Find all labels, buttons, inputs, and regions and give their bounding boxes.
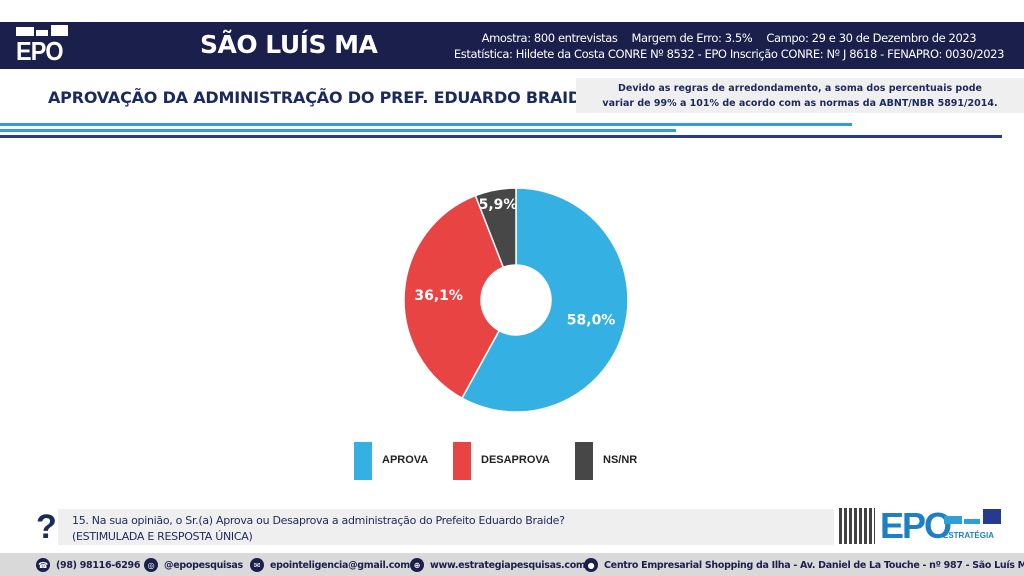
rounding-note: Devido as regras de arredondamento, a so… xyxy=(576,78,1024,113)
stripe-3 xyxy=(0,135,1002,138)
instagram-text: @epopesquisas xyxy=(164,559,243,571)
data-label: 36,1% xyxy=(414,288,463,304)
footer-website[interactable]: ⊕ www.estrategiapesquisas.com xyxy=(410,558,586,572)
logo-text: EPO xyxy=(16,36,64,66)
field-dates: Campo: 29 e 30 de Dezembro de 2023 xyxy=(766,31,977,45)
footer-email[interactable]: ✉ epointeligencia@gmail.com xyxy=(250,558,410,572)
footer: ☎ (98) 98116-6296 ◎ @epopesquisas ✉ epointe… xyxy=(0,553,1024,576)
slice-desaprova xyxy=(403,194,505,400)
note-line-2: variar de 99% a 101% de acordo com as no… xyxy=(602,98,998,109)
note-line-1: Devido as regras de arredondamento, a so… xyxy=(617,83,982,94)
email-text: epointeligencia@gmail.com xyxy=(270,559,410,571)
question-box: 15. Na sua opinião, o Sr.(a) Aprova ou D… xyxy=(58,509,834,545)
legend-label: NS/NR xyxy=(603,454,638,466)
brand-sub: ESTRATÉGIA xyxy=(943,531,994,540)
phone-icon: ☎ xyxy=(36,558,50,572)
header-bar: EPO SÃO LUÍS MA Amostra: 800 entrevistas… xyxy=(0,22,1024,69)
legend-swatch xyxy=(575,442,593,480)
question-text: 15. Na sua opinião, o Sr.(a) Aprova ou D… xyxy=(72,514,565,527)
email-icon: ✉ xyxy=(250,558,264,572)
question-type: (ESTIMULADA E RESPOSTA ÚNICA) xyxy=(72,530,253,543)
location-pin-icon: ● xyxy=(584,558,598,572)
data-label: 58,0% xyxy=(567,312,616,328)
legend-label: DESAPROVA xyxy=(481,454,550,466)
legend-swatch xyxy=(354,442,372,480)
city-title: SÃO LUÍS MA xyxy=(200,30,378,59)
data-label: 5,9% xyxy=(479,197,518,213)
slice-nsnr xyxy=(474,187,517,269)
globe-icon: ⊕ xyxy=(410,558,424,572)
legend-swatch xyxy=(453,442,471,480)
instagram-icon: ◎ xyxy=(144,558,158,572)
footer-instagram[interactable]: ◎ @epopesquisas xyxy=(144,558,243,572)
margin: Margem de Erro: 3.5% xyxy=(631,31,753,45)
qr-code-icon xyxy=(839,508,875,544)
sample: Amostra: 800 entrevistas xyxy=(481,31,618,45)
stripe-1 xyxy=(0,123,852,126)
address-text: Centro Empresarial Shopping da Ilha - Av… xyxy=(604,559,1024,571)
stripe-2 xyxy=(0,129,676,132)
page-title: APROVAÇÃO DA ADMINISTRAÇÃO DO PREF. EDUA… xyxy=(48,88,598,107)
slice-aprova xyxy=(461,187,629,413)
legend-label: APROVA xyxy=(382,454,429,466)
footer-phone: ☎ (98) 98116-6296 xyxy=(36,558,140,572)
survey-meta: Amostra: 800 entrevistas Margem de Erro: … xyxy=(453,30,1005,62)
epo-logo: EPO xyxy=(14,25,74,67)
registry: Estatística: Hildete da Costa CONRE Nº 8… xyxy=(453,47,1005,61)
website-text: www.estrategiapesquisas.com xyxy=(430,559,586,571)
question-icon: ? xyxy=(36,508,57,546)
phone-text: (98) 98116-6296 xyxy=(56,559,141,571)
footer-address: ● Centro Empresarial Shopping da Ilha - A… xyxy=(584,558,1024,572)
brand-logo: EPO xyxy=(880,505,952,546)
